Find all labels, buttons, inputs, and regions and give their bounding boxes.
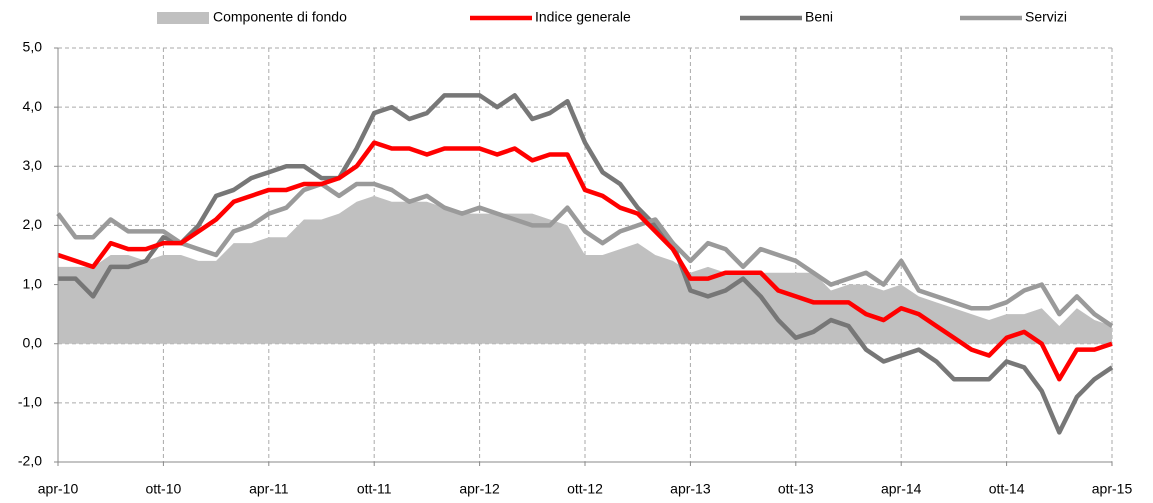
- x-tick-label: apr-13: [670, 481, 711, 497]
- legend-label: Beni: [805, 9, 833, 25]
- x-tick-label: apr-10: [38, 481, 79, 497]
- x-tick-label: ott-14: [989, 481, 1025, 497]
- x-tick-label: apr-12: [459, 481, 500, 497]
- x-tick-label: ott-11: [357, 481, 392, 497]
- y-tick-label: -1,0: [18, 394, 42, 410]
- x-tick-label: ott-10: [145, 481, 181, 497]
- y-tick-label: 3,0: [23, 157, 43, 173]
- x-tick-label: apr-11: [249, 481, 289, 497]
- legend-label: Indice generale: [535, 9, 631, 25]
- line: [56, 181, 1114, 328]
- y-tick-label: 0,0: [23, 334, 43, 350]
- y-tick-label: 2,0: [23, 216, 43, 232]
- y-tick-label: -2,0: [18, 453, 42, 469]
- area: [58, 195, 1112, 344]
- x-tick-label: ott-12: [567, 481, 603, 497]
- legend-label: Servizi: [1025, 9, 1067, 25]
- y-tick-label: 5,0: [23, 39, 43, 55]
- legend-label: Componente di fondo: [213, 9, 347, 25]
- line: [57, 140, 1113, 382]
- line: [58, 93, 1114, 435]
- x-tick-label: apr-15: [1092, 481, 1133, 497]
- y-tick-label: 1,0: [23, 275, 43, 291]
- y-tick-label: 4,0: [23, 98, 43, 114]
- legend-swatch: [157, 12, 209, 24]
- x-tick-label: ott-13: [778, 481, 814, 497]
- x-tick-label: apr-14: [881, 481, 922, 497]
